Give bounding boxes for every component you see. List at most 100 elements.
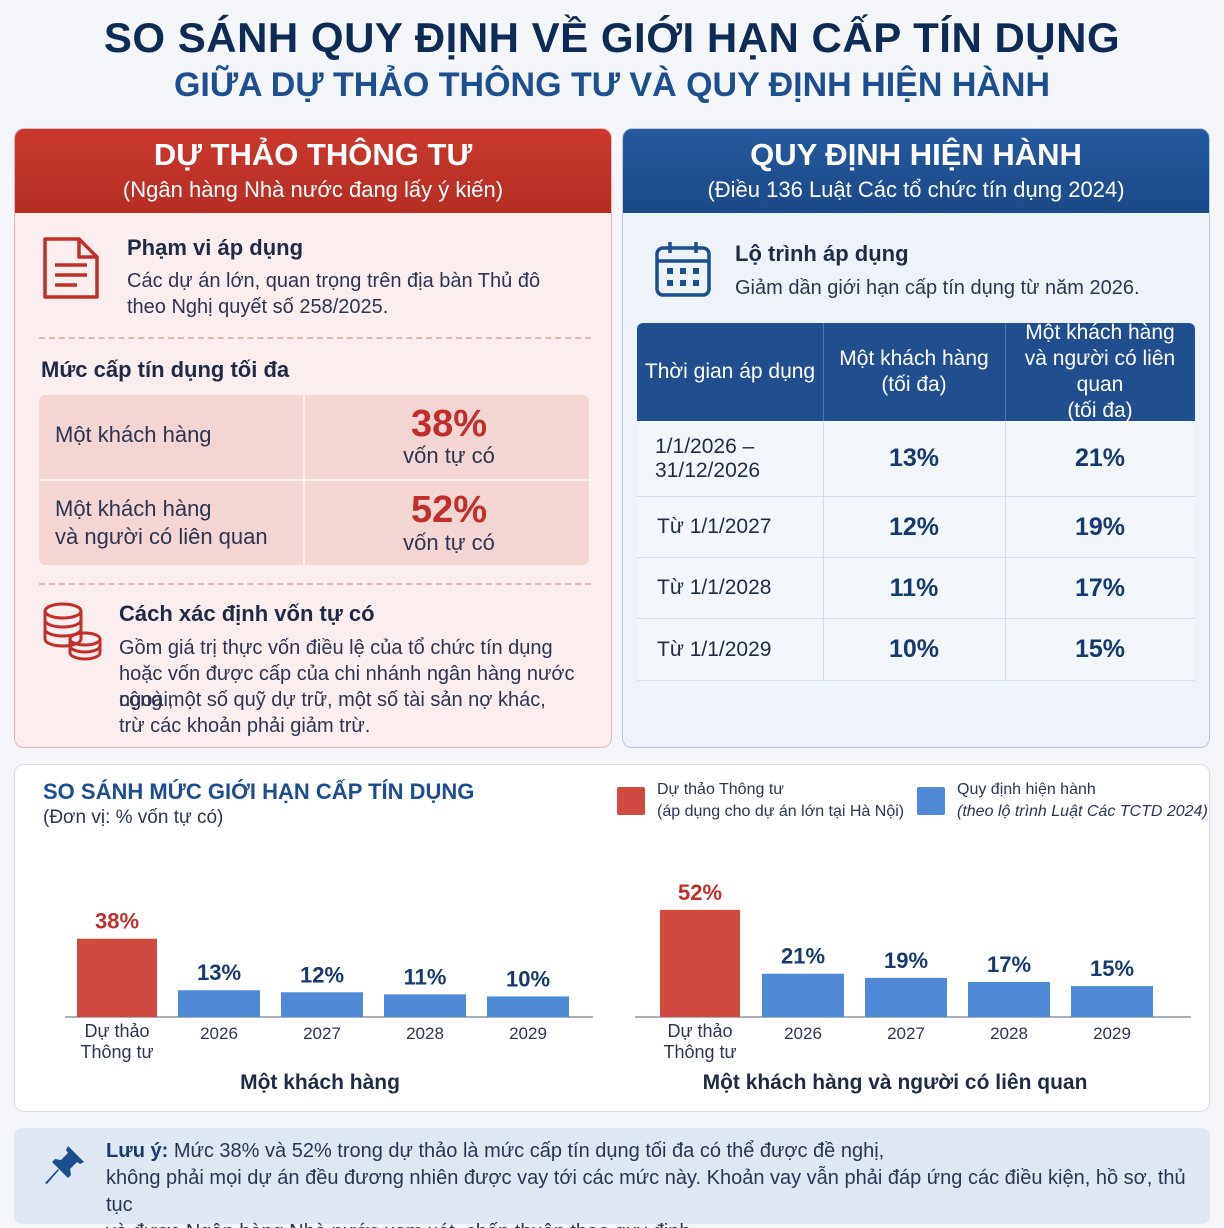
- draft-panel-title: DỰ THẢO THÔNG TƯ: [153, 137, 473, 172]
- bar-current: [762, 973, 844, 1017]
- limit-unit: vốn tự có: [403, 530, 495, 555]
- data-label: 12%: [300, 962, 344, 987]
- coins-icon: [41, 601, 103, 666]
- tick-label: 2027: [887, 1024, 925, 1043]
- capital-title: Cách xác định vốn tự có: [119, 601, 375, 626]
- pin-icon: [44, 1142, 88, 1191]
- data-label: 21%: [781, 944, 825, 969]
- column-header-text: (tối đa): [1067, 399, 1133, 422]
- table-row: 1/1/2026 – 31/12/2026 13% 21%: [637, 421, 1195, 497]
- limit-value: 38%: [410, 403, 488, 445]
- column-divider: [1005, 421, 1006, 681]
- draft-panel-subtitle: (Ngân hàng Nhà nước đang lấy ý kiến): [122, 177, 504, 202]
- limit-label: Một khách hàng: [55, 422, 212, 447]
- capital-line-1: Gồm giá trị thực vốn điều lệ của tổ chức…: [119, 637, 553, 659]
- current-regulation-panel: QUY ĐỊNH HIỆN HÀNH (Điều 136 Luật Các tổ…: [622, 128, 1210, 748]
- max-credit-table: Một khách hàng 38% vốn tự có Một khách h…: [39, 395, 589, 565]
- period-cell: Từ 1/1/2029: [657, 637, 772, 661]
- limit-value: 52%: [410, 489, 488, 531]
- limit-unit: vốn tự có: [403, 443, 495, 468]
- column-header-single: Một khách hàng (tối đa): [823, 323, 1005, 421]
- bar-current: [968, 981, 1050, 1017]
- sub-title: GIỮA DỰ THẢO THÔNG TƯ VÀ QUY ĐỊNH HIỆN H…: [173, 66, 1051, 104]
- data-label: 15%: [1090, 956, 1134, 981]
- max-credit-title: Mức cấp tín dụng tối đa: [41, 357, 290, 382]
- single-limit-cell: 11%: [889, 573, 939, 602]
- column-header-period: Thời gian áp dụng: [644, 360, 816, 383]
- tick-label: 2026: [200, 1024, 238, 1043]
- current-panel-title: QUY ĐỊNH HIỆN HÀNH: [750, 137, 1082, 172]
- data-label: 38%: [95, 909, 139, 934]
- draft-panel-header: DỰ THẢO THÔNG TƯ (Ngân hàng Nhà nước đan…: [15, 129, 611, 213]
- column-header-text: Một khách hàng: [839, 347, 989, 370]
- table-header: Thời gian áp dụng Một khách hàng (tối đa…: [637, 321, 1195, 422]
- note-line-2: không phải mọi dự án đều đương nhiên đượ…: [106, 1167, 1186, 1216]
- table-divider: [39, 479, 589, 481]
- main-title: SO SÁNH QUY ĐỊNH VỀ GIỚI HẠN CẤP TÍN DỤN…: [103, 14, 1121, 61]
- related-limit-cell: 19%: [1074, 512, 1126, 541]
- scope-line-1: Các dự án lớn, quan trọng trên địa bàn T…: [127, 270, 541, 292]
- data-label: 10%: [506, 966, 550, 991]
- column-divider: [823, 421, 824, 681]
- limit-label: Một khách hàng: [55, 496, 212, 521]
- tick-label: 2029: [1093, 1024, 1131, 1043]
- note-line-3: và được Ngân hàng Nhà nước xem xét, chấp…: [106, 1219, 1196, 1228]
- note-label: Lưu ý:: [106, 1140, 169, 1162]
- current-panel-subtitle: (Điều 136 Luật Các tổ chức tín dụng 2024…: [707, 177, 1125, 202]
- period-text: 31/12/2026: [655, 458, 761, 482]
- tick-label: Thông tư: [663, 1042, 736, 1062]
- legend-swatch-draft: [617, 787, 645, 815]
- table-row: Từ 1/1/2028 11% 17%: [637, 558, 1195, 619]
- bar-current: [281, 992, 363, 1017]
- calendar-icon: [653, 239, 713, 304]
- tick-label: Dự thảo: [84, 1021, 149, 1041]
- legend-label-current: Quy định hiện hành: [957, 781, 1096, 798]
- bar-current: [865, 977, 947, 1017]
- tick-label: Thông tư: [80, 1042, 153, 1062]
- column-divider: [1005, 323, 1006, 421]
- related-limit-cell: 15%: [1074, 635, 1126, 663]
- limit-label: và người có liên quan: [55, 524, 268, 549]
- data-label: 13%: [197, 960, 241, 985]
- roadmap-title: Lộ trình áp dụng: [735, 241, 909, 266]
- column-divider: [823, 323, 824, 421]
- legend-sublabel-current: (theo lộ trình Luật Các TCTD 2024): [957, 803, 1208, 820]
- chart-caption-related: Một khách hàng và người có liên quan: [702, 1071, 1088, 1094]
- current-panel-header: QUY ĐỊNH HIỆN HÀNH (Điều 136 Luật Các tổ…: [623, 129, 1209, 213]
- scope-title: Phạm vi áp dụng: [127, 235, 304, 260]
- divider: [39, 583, 591, 585]
- bar-current: [487, 996, 569, 1017]
- column-header-text: (tối đa): [881, 373, 947, 396]
- tick-label: 2026: [784, 1024, 822, 1043]
- single-limit-cell: 12%: [888, 512, 940, 541]
- note-box: Lưu ý: Mức 38% và 52% trong dự thảo là m…: [14, 1128, 1210, 1228]
- document-icon: [41, 235, 101, 306]
- bar-draft: [660, 909, 740, 1017]
- single-limit-cell: 13%: [888, 444, 940, 472]
- period-cell: Từ 1/1/2027: [657, 515, 772, 538]
- capital-line-4: trừ các khoản phải giảm trừ.: [119, 715, 371, 737]
- data-label: 17%: [987, 952, 1031, 977]
- chart-section-title: SO SÁNH MỨC GIỚI HẠN CẤP TÍN DỤNG: [43, 779, 475, 804]
- period-text: 1/1/2026 –: [655, 434, 755, 458]
- single-limit-cell: 10%: [888, 635, 940, 663]
- table-row: Từ 1/1/2029 10% 15%: [637, 619, 1195, 681]
- bar-draft: [77, 938, 157, 1017]
- roadmap-text: Giảm dần giới hạn cấp tín dụng từ năm 20…: [735, 277, 1140, 299]
- tick-label: 2029: [509, 1024, 547, 1043]
- period-cell: 1/1/2026 – 31/12/2026: [655, 421, 823, 496]
- bar-current: [384, 994, 466, 1017]
- column-header-text: và người có liên quan: [1024, 347, 1176, 396]
- bar-current: [178, 990, 260, 1017]
- data-label: 19%: [884, 948, 928, 973]
- capital-line-2: hoặc vốn được cấp của chi nhánh ngân hàn…: [119, 663, 575, 711]
- data-label: 52%: [678, 880, 722, 905]
- legend-swatch-current: [917, 787, 945, 815]
- chart-panel: SO SÁNH MỨC GIỚI HẠN CẤP TÍN DỤNG (Đơn v…: [14, 764, 1210, 1112]
- legend-label-draft: Dự thảo Thông tư: [657, 781, 784, 798]
- chart-unit: (Đơn vị: % vốn tự có): [43, 807, 224, 828]
- legend-sublabel-draft: (áp dụng cho dự án lớn tại Hà Nội): [657, 803, 905, 820]
- draft-panel: DỰ THẢO THÔNG TƯ (Ngân hàng Nhà nước đan…: [14, 128, 612, 748]
- related-limit-cell: 21%: [1074, 444, 1126, 472]
